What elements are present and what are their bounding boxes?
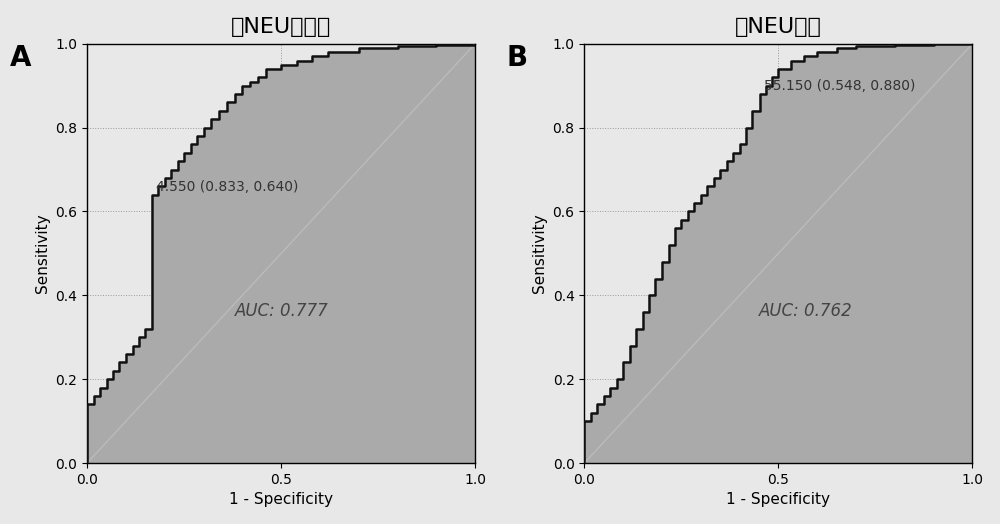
Y-axis label: Sensitivity: Sensitivity [35, 214, 50, 293]
X-axis label: 1 - Specificity: 1 - Specificity [229, 493, 333, 507]
Text: 4.550 (0.833, 0.640): 4.550 (0.833, 0.640) [156, 180, 298, 193]
Text: B: B [507, 44, 528, 72]
Text: AUC: 0.762: AUC: 0.762 [759, 302, 853, 320]
Text: 55.150 (0.548, 0.880): 55.150 (0.548, 0.880) [764, 79, 915, 93]
X-axis label: 1 - Specificity: 1 - Specificity [726, 493, 830, 507]
Y-axis label: Sensitivity: Sensitivity [532, 214, 547, 293]
Title: 血NEU绝对值: 血NEU绝对值 [231, 17, 331, 37]
Text: A: A [10, 44, 31, 72]
Text: AUC: 0.777: AUC: 0.777 [235, 302, 328, 320]
Title: 血NEU比例: 血NEU比例 [735, 17, 822, 37]
